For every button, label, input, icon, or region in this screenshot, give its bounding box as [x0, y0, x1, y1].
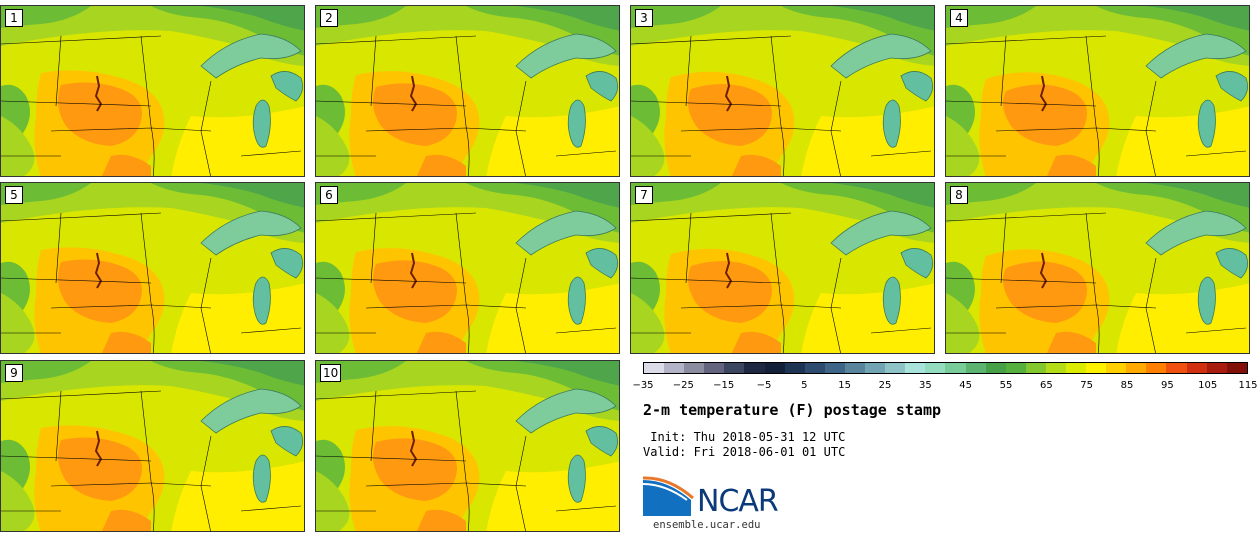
colorbar-segment — [804, 363, 825, 373]
colorbar-segment — [1186, 363, 1207, 373]
colorbar-tick: 25 — [878, 380, 892, 391]
colorbar-tick: 65 — [1039, 380, 1053, 391]
colorbar-tick: 5 — [801, 380, 808, 391]
colorbar-segment — [744, 363, 765, 373]
colorbar-tick: 105 — [1198, 380, 1218, 391]
colorbar-segment — [1045, 363, 1066, 373]
ensemble-member-panel: 10 — [315, 360, 620, 532]
ncar-logo-icon — [643, 476, 694, 516]
member-number-label: 8 — [950, 186, 968, 204]
colorbar-tick: 115 — [1238, 380, 1258, 391]
colorbar-segment — [724, 363, 745, 373]
colorbar-tick: 85 — [1120, 380, 1134, 391]
temperature-map — [1, 6, 304, 176]
colorbar-segment — [1126, 363, 1147, 373]
temperature-map — [946, 183, 1249, 353]
ensemble-member-panel: 2 — [315, 5, 620, 177]
valid-time: Valid: Fri 2018-06-01 01 UTC — [643, 445, 846, 459]
colorbar-segment — [784, 363, 805, 373]
ensemble-member-panel: 9 — [0, 360, 305, 532]
member-number-label: 3 — [635, 9, 653, 27]
site-url: ensemble.ucar.edu — [653, 519, 761, 531]
colorbar-segment — [1025, 363, 1046, 373]
temperature-map — [1, 361, 304, 531]
temperature-map — [946, 6, 1249, 176]
member-number-label: 7 — [635, 186, 653, 204]
colorbar-tick: −25 — [672, 380, 694, 391]
colorbar-segment — [664, 363, 685, 373]
colorbar-tick: 95 — [1160, 380, 1174, 391]
member-number-label: 5 — [5, 186, 23, 204]
colorbar-segment — [824, 363, 845, 373]
temperature-map — [316, 6, 619, 176]
ensemble-member-panel: 3 — [630, 5, 935, 177]
colorbar-segment — [1106, 363, 1127, 373]
colorbar-tick: 45 — [959, 380, 973, 391]
temperature-map — [631, 183, 934, 353]
colorbar-segment — [844, 363, 866, 373]
colorbar-segment — [905, 363, 926, 373]
ensemble-member-panel: 8 — [945, 182, 1250, 354]
member-number-label: 10 — [320, 364, 342, 382]
temperature-map — [631, 6, 934, 176]
ensemble-member-panel: 6 — [315, 182, 620, 354]
colorbar-tick-labels: −35 −25 −15 −5 5 15 25 35 45 55 65 75 85 95 105 115 — [632, 380, 1257, 394]
member-number-label: 4 — [950, 9, 968, 27]
colorbar-segment — [1005, 363, 1026, 373]
colorbar-segment — [704, 363, 725, 373]
init-time: Init: Thu 2018-05-31 12 UTC — [643, 430, 846, 444]
colorbar-segment — [1226, 363, 1247, 373]
colorbar-segment — [965, 363, 986, 373]
temperature-colorbar — [643, 362, 1248, 374]
member-number-label: 2 — [320, 9, 338, 27]
colorbar-tick: −15 — [713, 380, 735, 391]
colorbar-segment — [1166, 363, 1187, 373]
colorbar-segment — [764, 363, 785, 373]
colorbar-segment — [684, 363, 705, 373]
ensemble-member-panel: 1 — [0, 5, 305, 177]
colorbar-segment — [985, 363, 1006, 373]
colorbar-tick: −5 — [756, 380, 772, 391]
colorbar-segment — [1146, 363, 1167, 373]
temperature-map — [1, 183, 304, 353]
colorbar-tick: 15 — [838, 380, 852, 391]
temperature-map — [316, 183, 619, 353]
colorbar-tick: 35 — [918, 380, 932, 391]
member-number-label: 6 — [320, 186, 338, 204]
colorbar-segment — [644, 363, 665, 373]
member-number-label: 1 — [5, 9, 23, 27]
ensemble-member-panel: 4 — [945, 5, 1250, 177]
ensemble-member-panel: 5 — [0, 182, 305, 354]
colorbar-segment — [1206, 363, 1227, 373]
plot-title: 2-m temperature (F) postage stamp — [643, 401, 942, 419]
colorbar-segment — [865, 363, 886, 373]
colorbar-tick: 55 — [999, 380, 1013, 391]
ensemble-member-panel: 7 — [630, 182, 935, 354]
colorbar-tick: 75 — [1080, 380, 1094, 391]
colorbar-segment — [1065, 363, 1087, 373]
member-number-label: 9 — [5, 364, 23, 382]
ncar-logo-text: NCAR — [697, 484, 779, 519]
colorbar-segment — [925, 363, 946, 373]
colorbar-segment — [1086, 363, 1107, 373]
colorbar-segment — [885, 363, 906, 373]
temperature-map — [316, 361, 619, 531]
colorbar-segment — [945, 363, 966, 373]
colorbar-tick: −35 — [632, 380, 654, 391]
